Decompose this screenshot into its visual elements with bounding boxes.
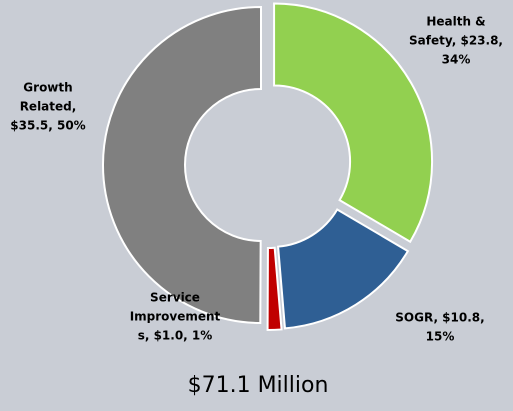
data-label: $35.5, 50% (10, 119, 85, 133)
subtitle: $71.1 Million (188, 373, 329, 398)
data-label: 34% (442, 53, 471, 67)
donut-slice (102, 5, 262, 324)
data-label: Improvement (130, 310, 221, 324)
donut-slice (273, 2, 434, 244)
data-label: SOGR, $10.8, (395, 311, 484, 325)
data-label: Safety, $23.8, (409, 34, 503, 48)
data-label: Growth (23, 81, 72, 95)
data-label: Related, (20, 100, 77, 114)
data-label: s, $1.0, 1% (138, 329, 213, 343)
donut-slice (277, 208, 410, 330)
data-label: 15% (426, 330, 455, 344)
data-label: Service (150, 291, 200, 305)
data-label: Health & (426, 15, 485, 29)
donut-slice (266, 246, 283, 331)
